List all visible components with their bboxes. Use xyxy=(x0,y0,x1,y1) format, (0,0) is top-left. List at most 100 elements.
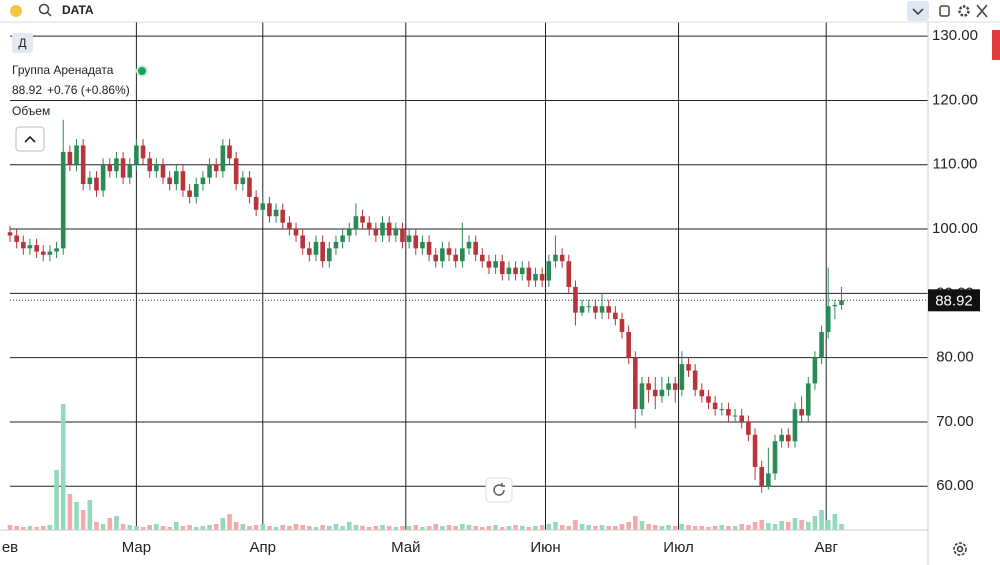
volume-bar xyxy=(380,525,385,530)
candle-body xyxy=(107,164,113,172)
volume-bar xyxy=(360,526,365,530)
reset-button[interactable] xyxy=(485,477,513,503)
volume-bar xyxy=(67,494,73,530)
last-price-tag-label: 88.92 xyxy=(935,292,973,309)
y-tick-label: 60.00 xyxy=(936,477,974,494)
candle-body xyxy=(652,389,658,397)
volume-bar xyxy=(260,524,266,530)
candle-body xyxy=(333,241,339,249)
symbol-button-label[interactable]: Д xyxy=(18,36,26,50)
candle-body xyxy=(786,434,791,442)
candle-body xyxy=(433,254,439,262)
volume-bar xyxy=(420,527,425,530)
volume-bar xyxy=(832,514,838,530)
volume-bar xyxy=(599,525,605,530)
volume-bar xyxy=(386,526,392,530)
volume-bar xyxy=(706,527,711,530)
y-tick-label: 80.00 xyxy=(936,349,974,366)
volume-bar xyxy=(200,526,206,530)
volume-bar xyxy=(313,527,319,530)
candle-body xyxy=(526,267,532,281)
volume-bar xyxy=(446,525,452,530)
candle-body xyxy=(80,145,86,185)
volume-bar xyxy=(167,527,172,530)
volume-bar xyxy=(273,527,279,530)
candle-body xyxy=(247,177,252,197)
candle-body xyxy=(253,196,259,210)
candle-body xyxy=(553,254,558,262)
candle-body xyxy=(805,383,811,416)
candle-body xyxy=(233,158,239,185)
volume-bar xyxy=(253,525,259,530)
candle-body xyxy=(659,389,665,397)
candle-body xyxy=(14,235,19,242)
candle-body xyxy=(666,383,671,390)
volume-bar xyxy=(672,526,678,530)
candle-body xyxy=(519,267,525,275)
y-tick-label: 100.00 xyxy=(932,220,978,237)
candle-body xyxy=(267,203,272,217)
top-bar xyxy=(0,0,1000,22)
search-text[interactable]: DATA xyxy=(62,3,94,17)
volume-bar xyxy=(579,524,585,530)
symbol-button[interactable] xyxy=(12,33,33,53)
candle-body xyxy=(187,190,192,197)
candle-body xyxy=(486,261,492,268)
volume-bar xyxy=(812,516,818,530)
candle-body xyxy=(373,229,379,236)
candle-body xyxy=(260,203,266,210)
volume-bar xyxy=(486,526,492,530)
collapse-button[interactable] xyxy=(15,126,45,152)
candle-body xyxy=(34,245,39,252)
price-change: +0.76 (+0.86%) xyxy=(47,83,130,97)
window-button[interactable] xyxy=(939,5,950,17)
candle-body xyxy=(140,145,146,159)
candle-body xyxy=(792,409,798,442)
last-price-tag xyxy=(928,289,980,312)
candle-body xyxy=(120,158,126,178)
volume-bar xyxy=(606,526,611,530)
volume-bar xyxy=(546,524,552,530)
volume-bar xyxy=(566,526,572,530)
volume-bar xyxy=(160,526,166,530)
candle-body xyxy=(539,274,545,281)
axis-settings-icon[interactable] xyxy=(953,542,967,556)
settings-button[interactable] xyxy=(958,5,970,17)
volume-bar xyxy=(533,526,538,530)
dropdown-button[interactable] xyxy=(907,1,929,21)
volume-bar xyxy=(586,525,592,530)
search-icon[interactable] xyxy=(38,3,52,17)
x-tick-label: Апр xyxy=(250,539,276,556)
candle-body xyxy=(47,251,53,255)
candle-body xyxy=(626,331,631,358)
volume-bar xyxy=(426,526,432,530)
volume-bar xyxy=(333,524,339,530)
candle-body xyxy=(167,177,172,185)
volume-bar xyxy=(719,525,725,530)
candle-body xyxy=(360,216,365,223)
volume-bar xyxy=(480,527,485,530)
candle-body xyxy=(320,241,325,262)
volume-bar xyxy=(307,526,312,530)
candle-body xyxy=(134,145,139,165)
volume-bar xyxy=(27,526,33,530)
candle-body xyxy=(646,383,651,390)
close-button[interactable] xyxy=(976,4,988,18)
volume-bar xyxy=(147,525,152,530)
reset-icon xyxy=(493,483,505,496)
volume-bar xyxy=(819,510,824,530)
candle-body xyxy=(706,396,711,403)
volume-bar xyxy=(746,525,751,530)
candle-body xyxy=(739,415,745,422)
volume-bar xyxy=(679,524,685,530)
volume-bar xyxy=(373,526,379,530)
volume-bar xyxy=(519,526,525,530)
candle-body xyxy=(639,383,645,410)
candle-body xyxy=(579,306,585,313)
candle-body xyxy=(480,254,485,262)
candle-body xyxy=(699,389,705,397)
volume-bar xyxy=(759,520,764,530)
volume-bar xyxy=(180,526,186,530)
candle-body xyxy=(386,222,392,236)
volume-bar xyxy=(346,522,352,530)
